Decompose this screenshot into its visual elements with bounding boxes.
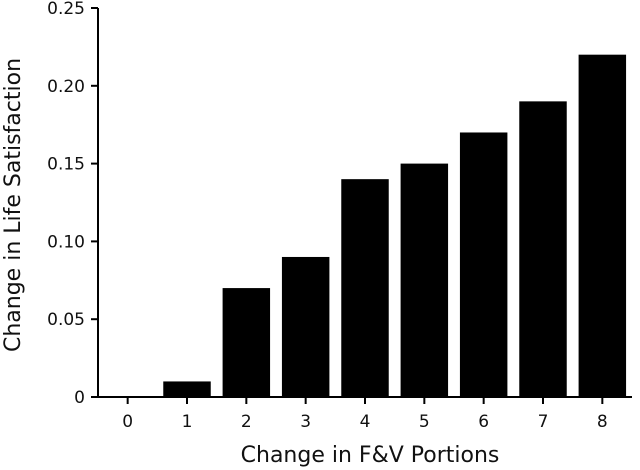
x-tick-label: 8 — [597, 412, 608, 432]
x-tick-label: 4 — [360, 412, 371, 432]
y-tick-label: 0.20 — [47, 77, 85, 97]
x-tick-label: 7 — [538, 412, 549, 432]
y-axis: 0 0.05 0.10 0.15 0.20 0.25 — [47, 0, 99, 408]
bar-5 — [400, 163, 449, 397]
y-tick-label: 0.05 — [47, 310, 85, 330]
x-tick-label: 1 — [182, 412, 193, 432]
y-tick-label: 0.25 — [47, 0, 85, 19]
bar-8 — [578, 54, 627, 398]
y-axis-title: Change in Life Satisfaction — [1, 58, 26, 352]
bars-group — [163, 54, 627, 398]
bar-1 — [163, 381, 211, 397]
y-tick-label: 0 — [74, 388, 85, 408]
x-tick-label: 0 — [122, 412, 133, 432]
bar-6 — [459, 132, 508, 398]
y-tick-label: 0.10 — [47, 232, 85, 252]
x-tick-label: 5 — [419, 412, 430, 432]
x-tick-label: 6 — [478, 412, 489, 432]
bar-3 — [281, 256, 330, 397]
x-tick-label: 3 — [300, 412, 311, 432]
y-tick-label: 0.15 — [47, 155, 85, 175]
x-tick-label: 2 — [241, 412, 252, 432]
bar-4 — [341, 179, 389, 397]
bar-2 — [222, 288, 271, 397]
x-axis: 0 1 2 3 4 5 6 7 8 — [98, 396, 632, 432]
bar-7 — [519, 101, 567, 398]
x-axis-title: Change in F&V Portions — [241, 443, 500, 468]
